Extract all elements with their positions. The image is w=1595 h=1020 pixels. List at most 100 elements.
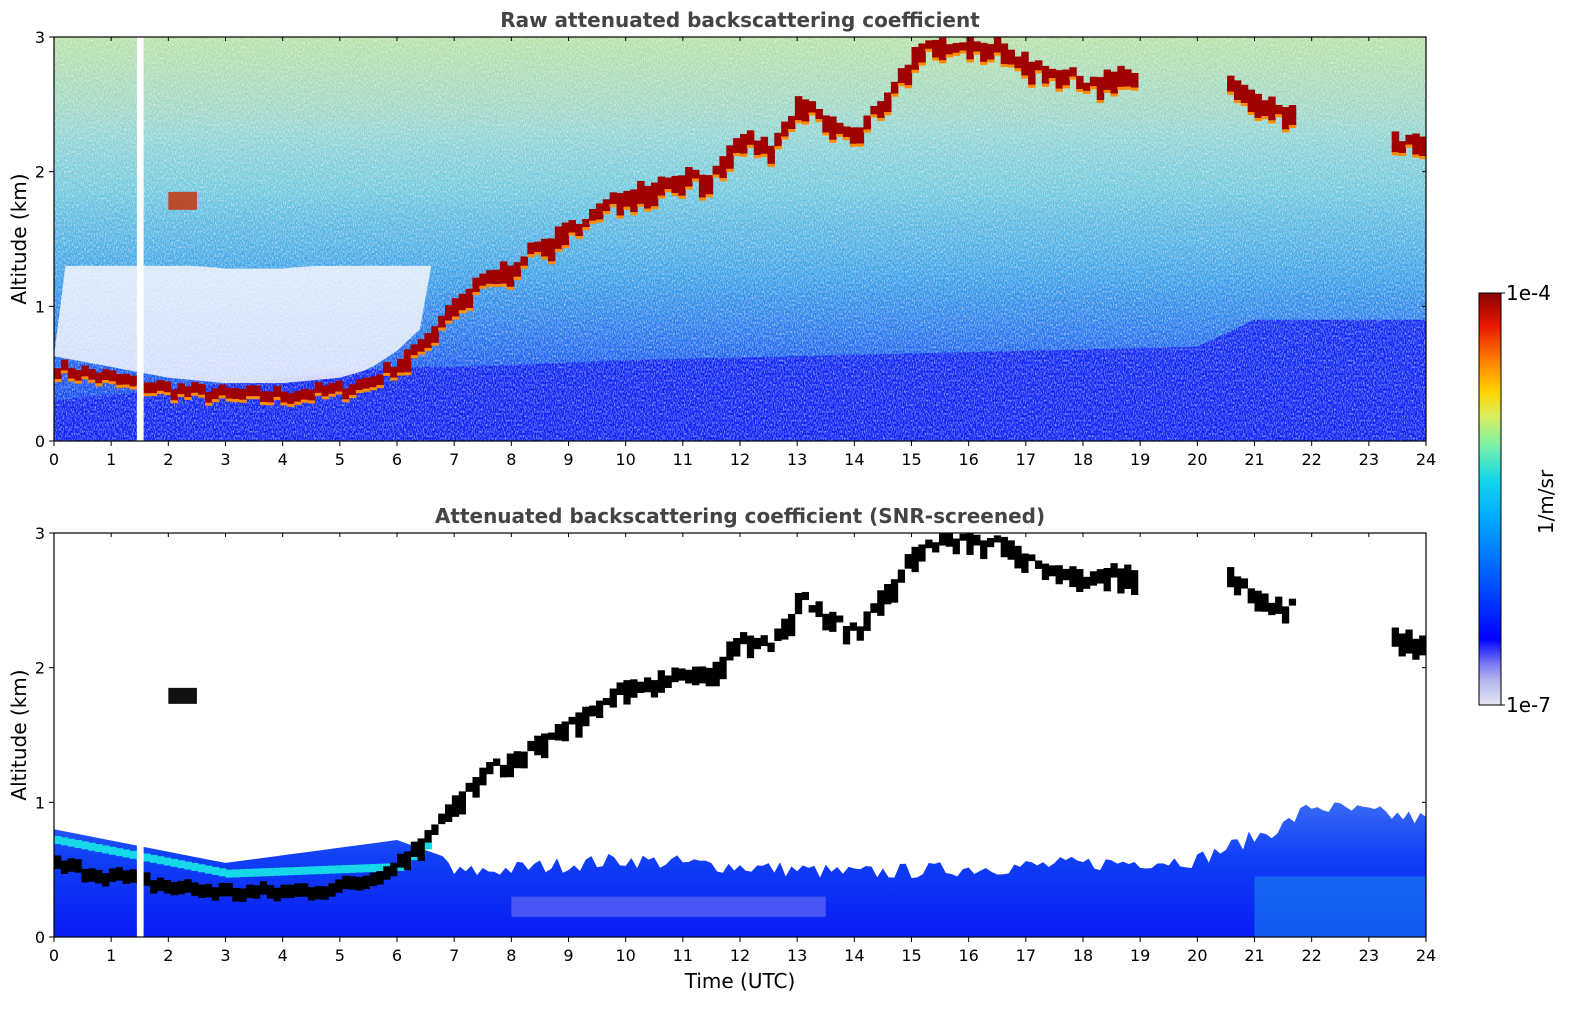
cloud-edge xyxy=(314,392,323,396)
cloud-return xyxy=(1103,568,1111,592)
x-tick-label: 20 xyxy=(1187,450,1207,469)
cloud-edge xyxy=(1028,84,1036,88)
cloud-edge xyxy=(472,292,480,296)
x-tick-label: 14 xyxy=(844,450,864,469)
cloud-return xyxy=(918,43,926,63)
cloud-edge xyxy=(225,398,233,402)
cloud-edge xyxy=(88,379,96,383)
cloud-edge xyxy=(582,227,590,231)
cloud-return xyxy=(314,382,323,393)
cloud-return xyxy=(88,369,96,380)
cloud-return xyxy=(81,868,89,883)
cloud-return xyxy=(842,126,851,138)
cloud-edge xyxy=(815,119,823,123)
cloud-edge xyxy=(122,384,131,388)
layer-edge xyxy=(239,869,247,878)
cloud-return xyxy=(1055,70,1064,89)
cloud-return xyxy=(801,99,810,122)
cloud-edge xyxy=(390,377,398,381)
layer-edge xyxy=(60,837,69,846)
cloud-return xyxy=(1117,568,1125,594)
cloud-edge xyxy=(259,401,268,405)
cloud-return xyxy=(232,388,240,400)
cloud-return xyxy=(753,637,761,650)
cloud-edge xyxy=(1268,120,1276,124)
cloud-return xyxy=(122,870,130,884)
cloud-return xyxy=(410,344,419,356)
layer-edge xyxy=(143,853,151,862)
cloud-return xyxy=(273,887,281,902)
layer-edge xyxy=(115,848,124,857)
y-tick-label: 1 xyxy=(35,793,45,812)
cloud-return xyxy=(458,293,467,311)
cloud-edge xyxy=(534,252,542,256)
cloud-return xyxy=(630,679,638,698)
cloud-edge xyxy=(246,396,254,400)
cloud-return xyxy=(1261,593,1269,612)
x-tick-label: 21 xyxy=(1244,450,1264,469)
cloud-return xyxy=(239,388,247,400)
cloud-return xyxy=(1048,68,1057,79)
cloud-return xyxy=(932,542,940,553)
layer-edge xyxy=(246,868,254,877)
cloud-edge xyxy=(335,391,343,395)
cloud-return xyxy=(108,370,117,382)
layer-edge xyxy=(150,854,158,863)
cloud-return xyxy=(307,887,316,901)
cloud-return xyxy=(980,540,988,560)
cloud-edge xyxy=(904,85,913,89)
cloud-return xyxy=(781,121,789,137)
cloud-return xyxy=(102,369,110,381)
cloud-return xyxy=(897,68,906,84)
cloud-return xyxy=(623,190,631,207)
cloud-return xyxy=(321,385,329,397)
x-axis: 0 1 2 3 4 5 6 7 8 9 10 11 12 13 14 15 16 17 18 19 20 21 22 23 24 xyxy=(49,37,1436,469)
cloud-edge xyxy=(486,283,494,287)
cloud-return xyxy=(355,379,364,391)
cloud-edge xyxy=(547,261,556,265)
cloud-return xyxy=(431,824,439,836)
cloud-return xyxy=(1041,563,1050,581)
x-tick-label: 1 xyxy=(106,450,116,469)
cloud-edge xyxy=(129,386,137,390)
cloud-return xyxy=(685,669,693,684)
cloud-edge xyxy=(54,379,62,383)
cloud-return xyxy=(362,377,371,389)
cloud-return xyxy=(685,167,693,187)
cloud-return xyxy=(54,368,62,380)
cloud-return xyxy=(760,136,769,154)
layer-edge xyxy=(287,867,295,876)
cloud-edge xyxy=(294,401,302,405)
cloud-return xyxy=(1000,43,1009,65)
cloud-return xyxy=(993,37,1002,53)
cloud-edge xyxy=(980,61,988,65)
y-tick-label: 0 xyxy=(35,432,45,451)
cloud-return xyxy=(506,753,515,778)
cloud-return xyxy=(719,656,727,680)
cloud-return xyxy=(1288,105,1297,126)
cloud-edge xyxy=(143,393,151,397)
cloud-return xyxy=(506,265,515,287)
cloud-return xyxy=(815,108,823,120)
cloud-return xyxy=(1055,565,1063,585)
cloud-return xyxy=(156,877,165,892)
cloud-return xyxy=(691,169,700,179)
layer-edge xyxy=(211,866,220,875)
cloud-return xyxy=(376,374,384,386)
cloud-edge xyxy=(328,393,336,397)
cloud-return xyxy=(788,115,796,130)
cloud-edge xyxy=(568,232,576,236)
cloud-edge xyxy=(911,69,919,73)
cloud-edge xyxy=(362,388,371,392)
cloud-return xyxy=(1083,82,1091,91)
cloud-return xyxy=(1233,576,1242,596)
cloud-edge xyxy=(1117,86,1125,90)
layer-edge xyxy=(335,865,343,874)
cloud-edge xyxy=(1412,154,1420,158)
cloud-return xyxy=(493,758,501,766)
cloud-edge xyxy=(1405,144,1413,148)
cloud-return xyxy=(712,661,720,687)
cloud-return xyxy=(273,386,281,397)
cloud-return xyxy=(547,238,556,262)
cloud-edge xyxy=(774,146,782,150)
